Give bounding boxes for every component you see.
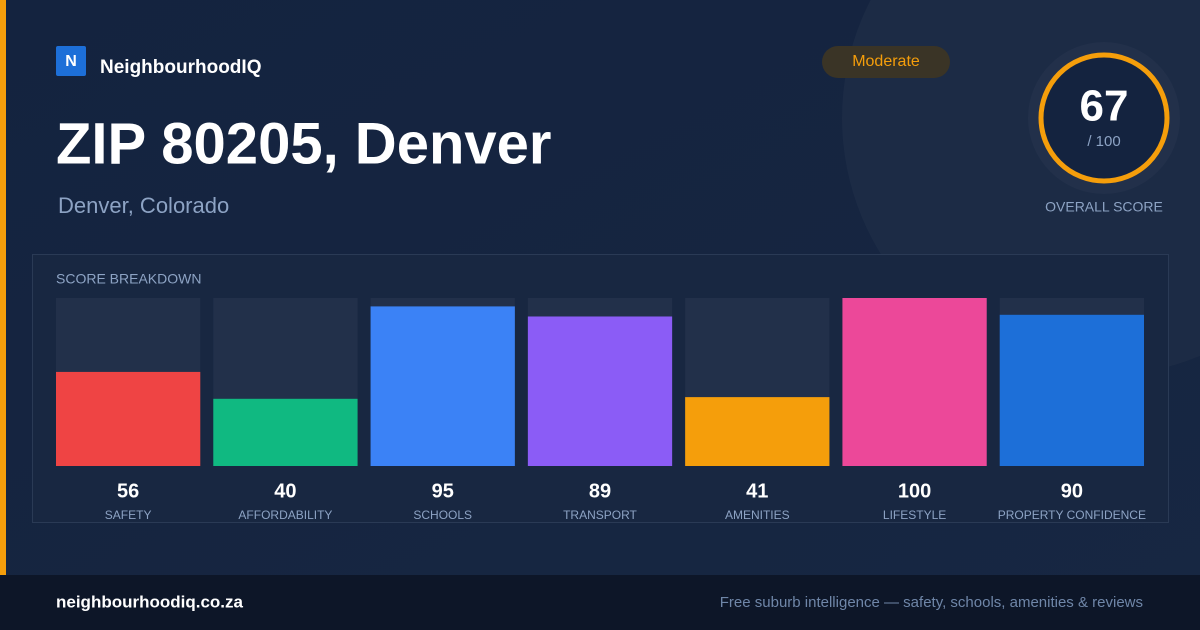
bar [370, 306, 515, 466]
category-label: SCHOOLS [413, 508, 472, 522]
brand-name: NeighbourhoodIQ [100, 57, 261, 78]
logo [56, 46, 86, 76]
value-label: 90 [1061, 480, 1083, 502]
logo-letter: N [65, 53, 77, 70]
footer-tagline: Free suburb intelligence — safety, schoo… [720, 594, 1143, 611]
category-label: TRANSPORT [563, 508, 637, 522]
score-ring [1038, 52, 1170, 184]
bar [56, 371, 201, 466]
title: ZIP 80205, Denver [56, 111, 551, 176]
value-label: 41 [746, 480, 768, 502]
value-label: 56 [117, 480, 139, 502]
footer-site: neighbourhoodiq.co.za [56, 592, 244, 611]
score-max: / 100 [1087, 133, 1120, 150]
bar [999, 314, 1144, 466]
bars: 56 SAFETY 40 AFFORDABILITY 95 SCHOOLS 89 TRANSP… [56, 298, 1146, 522]
accent-stripe [0, 0, 6, 575]
badge-text: Moderate [852, 53, 920, 70]
value-label: 95 [432, 480, 454, 502]
chart-title: SCORE BREAKDOWN [56, 271, 201, 287]
value-label: 89 [589, 480, 611, 502]
bar [842, 298, 987, 466]
bar [527, 316, 673, 466]
value-label: 100 [898, 480, 931, 502]
badge [822, 46, 950, 78]
bar [685, 397, 830, 466]
category-label: SAFETY [105, 508, 152, 522]
category-label: PROPERTY CONFIDENCE [998, 508, 1146, 522]
subtitle: Denver, Colorado [58, 193, 229, 218]
bar [213, 398, 358, 466]
score-value: 67 [1080, 82, 1129, 131]
category-label: AMENITIES [725, 508, 790, 522]
score-label: OVERALL SCORE [1045, 199, 1163, 215]
footer [0, 575, 1200, 630]
value-label: 40 [274, 480, 296, 502]
category-label: AFFORDABILITY [238, 508, 332, 522]
category-label: LIFESTYLE [883, 508, 946, 522]
